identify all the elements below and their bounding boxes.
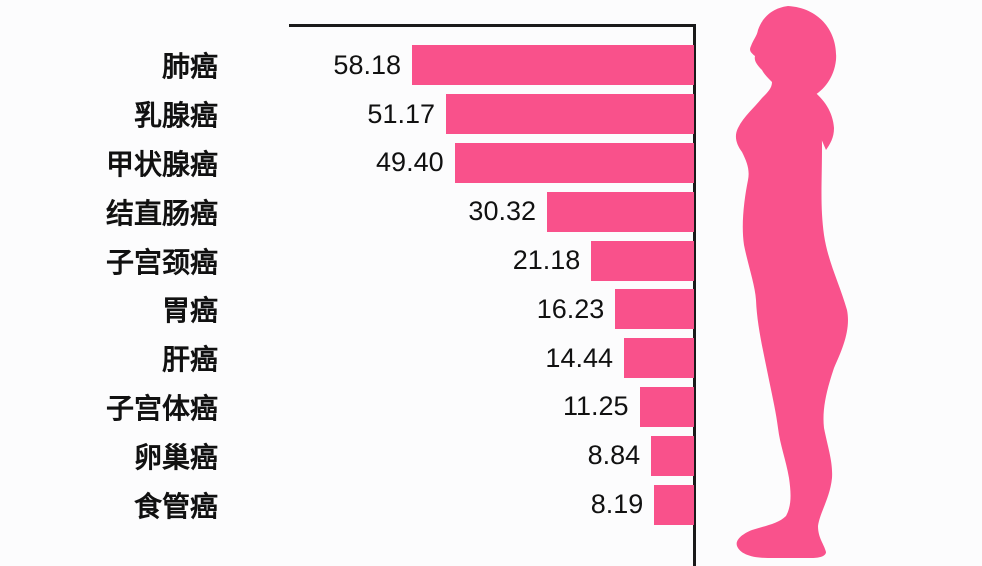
category-label: 肝癌: [161, 344, 218, 376]
chart-row: 甲状腺癌 49.40: [0, 139, 694, 188]
bar: [547, 191, 694, 232]
category-label: 结直肠癌: [105, 197, 218, 229]
plot-top-border: [289, 24, 696, 27]
category-label: 卵巢癌: [133, 441, 218, 473]
chart-row: 子宫颈癌 21.18: [0, 236, 694, 285]
value-axis-line: [693, 24, 696, 566]
row-plot-area: 11.25: [290, 383, 694, 432]
chart-rows: 肺癌 58.18 乳腺癌 51.17 甲状腺癌 49.40 结直肠癌 30.32 子宫颈癌 21.…: [0, 41, 694, 529]
category-label: 子宫体癌: [105, 392, 218, 424]
category-label: 肺癌: [161, 51, 218, 83]
bar: [591, 240, 694, 281]
value-label: 49.40: [376, 147, 444, 178]
category-label: 甲状腺癌: [105, 148, 218, 180]
value-label: 16.23: [536, 293, 605, 324]
category-label: 子宫颈癌: [105, 246, 218, 278]
value-label: 11.25: [562, 391, 629, 422]
value-label: 14.44: [545, 342, 613, 373]
row-plot-area: 49.40: [290, 139, 694, 188]
chart-row: 肝癌 14.44: [0, 334, 694, 383]
female-body: [735, 6, 848, 558]
row-plot-area: 14.44: [290, 334, 694, 383]
chart-row: 子宫体癌 11.25: [0, 383, 694, 432]
bar: [446, 94, 694, 135]
category-label: 乳腺癌: [133, 100, 218, 132]
value-label: 51.17: [367, 98, 435, 129]
chart-row: 胃癌 16.23: [0, 285, 694, 334]
value-label: 8.19: [590, 489, 644, 520]
chart-row: 结直肠癌 30.32: [0, 187, 694, 236]
row-plot-area: 8.84: [290, 431, 694, 480]
bar: [651, 435, 694, 476]
value-label: 58.18: [333, 49, 401, 80]
female-silhouette-icon: [735, 6, 848, 558]
value-label: 21.18: [512, 245, 581, 276]
chart-row: 乳腺癌 51.17: [0, 90, 694, 139]
category-label: 胃癌: [161, 295, 218, 327]
bar: [639, 386, 694, 427]
chart-row: 肺癌 58.18: [0, 41, 694, 90]
row-plot-area: 30.32: [290, 187, 694, 236]
chart-row: 卵巢癌 8.84: [0, 431, 694, 480]
row-plot-area: 21.18: [290, 236, 694, 285]
bar: [454, 142, 694, 183]
category-label: 食管癌: [133, 490, 218, 522]
row-plot-area: 16.23: [290, 285, 694, 334]
chart-row: 食管癌 8.19: [0, 480, 694, 529]
bar: [615, 289, 694, 330]
row-plot-area: 51.17: [290, 90, 694, 139]
value-label: 8.84: [587, 440, 641, 471]
female-hair: [806, 90, 834, 150]
bar: [654, 484, 694, 525]
row-plot-area: 8.19: [290, 480, 694, 529]
bar: [412, 45, 694, 86]
value-label: 30.32: [468, 196, 536, 227]
row-plot-area: 58.18: [290, 41, 694, 90]
bar: [624, 338, 694, 379]
